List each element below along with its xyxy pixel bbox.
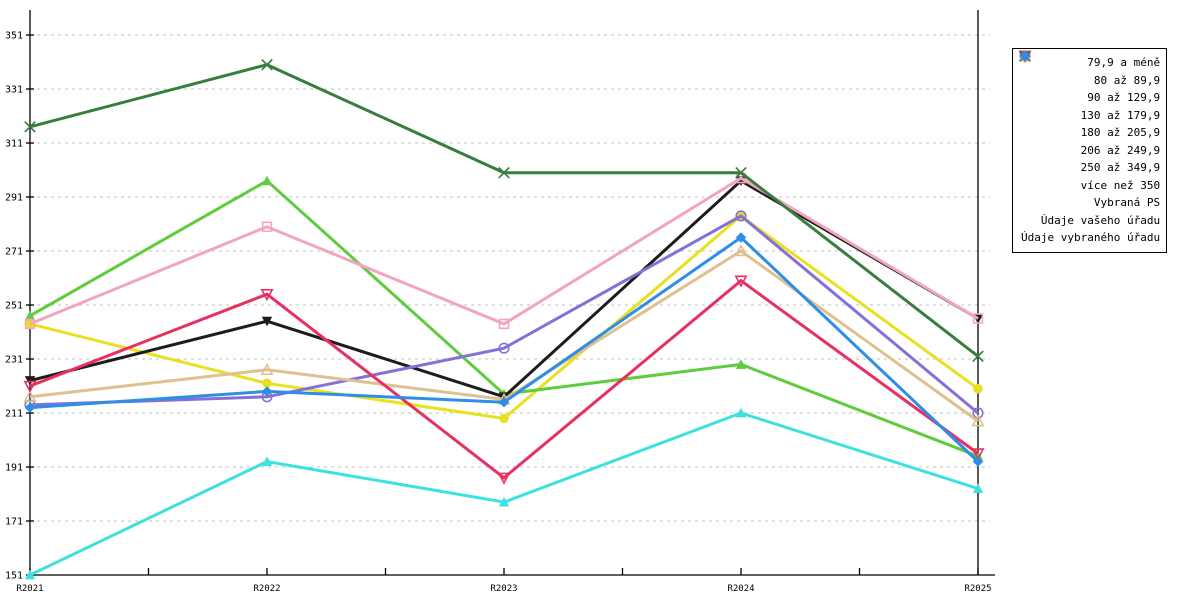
triangle-down-open-marker-icon — [23, 380, 37, 393]
y-tick-label: 271 — [5, 247, 23, 258]
legend-label: 250 až 349,9 — [1080, 161, 1161, 175]
legend-label: Vybraná PS — [1093, 196, 1161, 210]
y-tick-label: 311 — [5, 139, 23, 150]
x-tick-label: R2025 — [964, 584, 991, 594]
series-line — [29, 214, 979, 415]
circle-filled-marker-icon — [973, 383, 983, 394]
x-tick-label: R2023 — [490, 584, 517, 594]
triangle-up-filled-marker-icon — [261, 456, 273, 467]
x-cross-marker-icon — [498, 166, 510, 179]
square-open-marker-icon — [498, 318, 510, 330]
legend-label: Údaje vašeho úřadu — [1040, 213, 1161, 227]
square-open-marker-icon — [261, 221, 273, 232]
legend-item: 250 až 349,9 — [1019, 50, 1161, 177]
x-cross-marker-icon — [24, 121, 36, 133]
triangle-up-open-marker-icon — [260, 362, 274, 376]
triangle-down-open-marker-icon — [734, 275, 748, 288]
triangle-down-filled-marker-icon — [261, 316, 273, 327]
series-9 — [24, 58, 984, 363]
triangle-up-filled-marker-icon — [972, 483, 984, 494]
legend-item: 206 až 249,9 — [1019, 50, 1161, 160]
series-2 — [24, 407, 984, 580]
x-tick-label: R2021 — [16, 584, 43, 594]
y-tick-label: 231 — [5, 355, 23, 366]
legend-item: 130 až 179,9 — [1019, 50, 1161, 125]
triangle-up-filled-marker-icon — [261, 175, 273, 186]
series-line — [29, 178, 979, 399]
legend-label: 80 až 89,9 — [1093, 73, 1161, 87]
legend-diamond-filled-icon — [1019, 50, 1031, 62]
legend-item: 80 až 89,9 — [1020, 51, 1161, 90]
diamond-filled-marker-icon — [24, 402, 36, 413]
legend-item: Údaje vybraného úřadu — [1019, 50, 1161, 247]
triangle-up-open-marker-icon — [971, 414, 985, 427]
series-8 — [23, 275, 985, 485]
diamond-filled-marker-icon — [972, 456, 984, 467]
x-cross-marker-icon — [972, 350, 984, 363]
series-10 — [24, 232, 984, 467]
triangle-up-open-marker-icon — [734, 244, 748, 257]
x-cross-marker-icon — [735, 166, 747, 179]
diamond-filled-marker-icon — [735, 232, 747, 243]
legend-label: 180 až 205,9 — [1080, 126, 1161, 140]
legend-item: Údaje vašeho úřadu — [1019, 50, 1161, 230]
square-open-marker-icon — [24, 318, 36, 330]
circle-open-marker-icon — [498, 342, 510, 354]
square-open-marker-icon — [972, 313, 984, 324]
y-tick-label: 171 — [5, 517, 23, 528]
series-line — [29, 63, 979, 358]
legend-item: 79,9 a méně — [1019, 50, 1161, 72]
circle-filled-marker-icon — [499, 413, 509, 424]
circle-open-marker-icon — [735, 210, 747, 222]
triangle-up-filled-marker-icon — [735, 407, 747, 418]
triangle-up-filled-marker-icon — [24, 569, 36, 580]
legend-item: 90 až 129,9 — [1019, 50, 1161, 107]
diamond-filled-marker-icon — [1019, 50, 1031, 62]
triangle-up-filled-marker-icon — [498, 496, 510, 507]
legend-label: Údaje vybraného úřadu — [1021, 231, 1161, 245]
x-tick-label: R2022 — [253, 584, 280, 594]
triangle-up-filled-marker-icon — [735, 359, 747, 369]
legend-label: více než 350 — [1080, 178, 1161, 192]
y-tick-label: 191 — [5, 463, 23, 474]
legend-item: více než 350 — [1018, 49, 1161, 195]
y-tick-label: 351 — [5, 31, 23, 42]
x-cross-marker-icon — [261, 58, 273, 71]
triangle-up-open-marker-icon — [23, 389, 37, 403]
diamond-filled-marker-icon — [261, 386, 273, 397]
series-line — [29, 411, 979, 577]
circle-filled-marker-icon — [262, 378, 272, 389]
y-tick-label: 211 — [5, 409, 23, 420]
series-5 — [24, 172, 984, 330]
legend-item: 180 až 205,9 — [1019, 51, 1161, 142]
legend-label: 206 až 249,9 — [1080, 143, 1161, 157]
triangle-down-open-marker-icon — [260, 288, 274, 302]
legend: 79,9 a méně 80 až 89,9 90 až 129,9 130 až 1… — [1012, 48, 1168, 253]
triangle-up-filled-marker-icon — [24, 310, 36, 321]
series-line — [29, 176, 979, 326]
diamond-filled-marker-icon — [498, 397, 510, 408]
triangle-down-open-marker-icon — [971, 448, 985, 461]
triangle-down-open-marker-icon — [497, 472, 511, 485]
series-line — [29, 278, 979, 480]
legend-item: Vybraná PS — [1018, 50, 1161, 212]
legend-label: 79,9 a méně — [1087, 56, 1161, 70]
y-tick-label: 291 — [5, 193, 23, 204]
y-tick-label: 251 — [5, 301, 23, 312]
y-tick-label: 331 — [5, 85, 23, 96]
legend-label: 90 až 129,9 — [1087, 91, 1161, 105]
legend-label: 130 až 179,9 — [1080, 108, 1161, 122]
x-tick-label: R2024 — [727, 584, 754, 594]
circle-open-marker-icon — [972, 407, 984, 419]
y-tick-label: 151 — [5, 571, 23, 582]
series-6 — [24, 210, 984, 419]
